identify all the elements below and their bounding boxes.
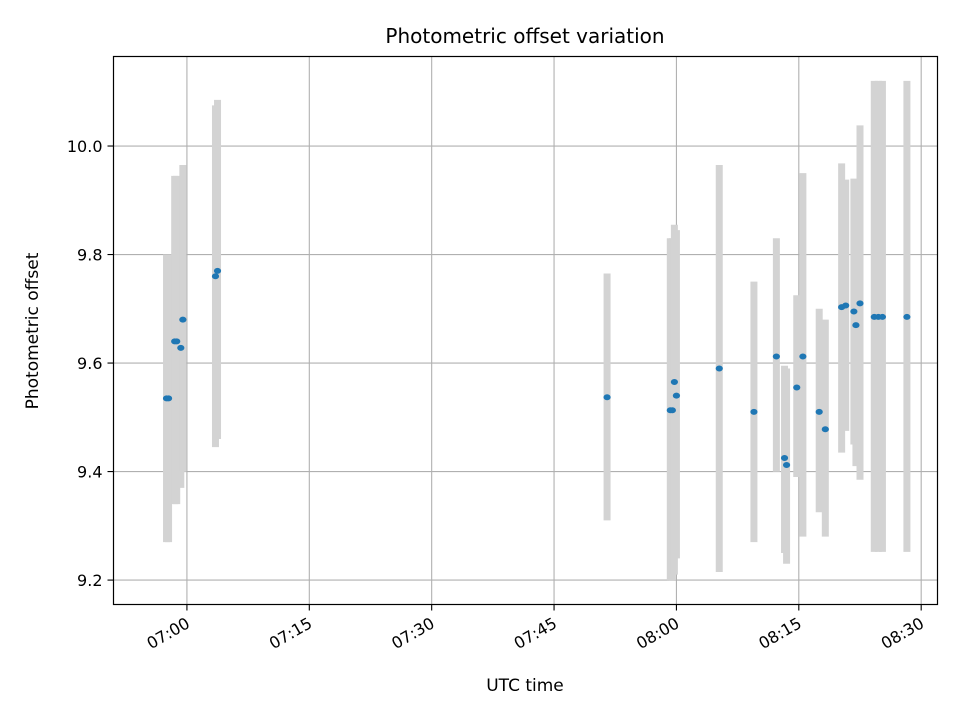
- data-point: [780, 455, 789, 462]
- data-point: [799, 353, 807, 360]
- data-point: [842, 302, 850, 309]
- data-point: [750, 408, 758, 415]
- chart-title: Photometric offset variation: [385, 24, 664, 48]
- data-point: [850, 308, 858, 315]
- data-point: [856, 300, 864, 307]
- data-point: [715, 365, 723, 372]
- data-point: [815, 408, 823, 415]
- data-points: [162, 267, 911, 469]
- data-point: [670, 379, 678, 386]
- data-point: [603, 394, 611, 401]
- data-point: [852, 322, 860, 329]
- data-point: [672, 392, 681, 399]
- data-point: [793, 384, 801, 391]
- plot-frame: [112, 55, 939, 606]
- y-tick-label: 10.0: [67, 137, 103, 156]
- data-point: [782, 462, 791, 469]
- data-point: [179, 316, 187, 323]
- data-point: [211, 273, 220, 280]
- x-axis-label: UTC time: [486, 676, 564, 696]
- y-tick-label: 9.4: [77, 463, 102, 482]
- data-point: [177, 344, 185, 351]
- y-tick-label: 9.6: [77, 354, 102, 373]
- y-tick-label: 9.8: [77, 246, 102, 265]
- data-point: [173, 338, 181, 345]
- data-point: [668, 407, 676, 414]
- data-point: [821, 426, 829, 433]
- data-point: [903, 313, 911, 320]
- y-axis-label: Photometric offset: [23, 252, 43, 409]
- data-point: [213, 267, 222, 274]
- data-point: [164, 395, 173, 402]
- y-tick-label: 9.2: [77, 571, 102, 590]
- data-point: [772, 353, 780, 360]
- data-point: [878, 313, 887, 320]
